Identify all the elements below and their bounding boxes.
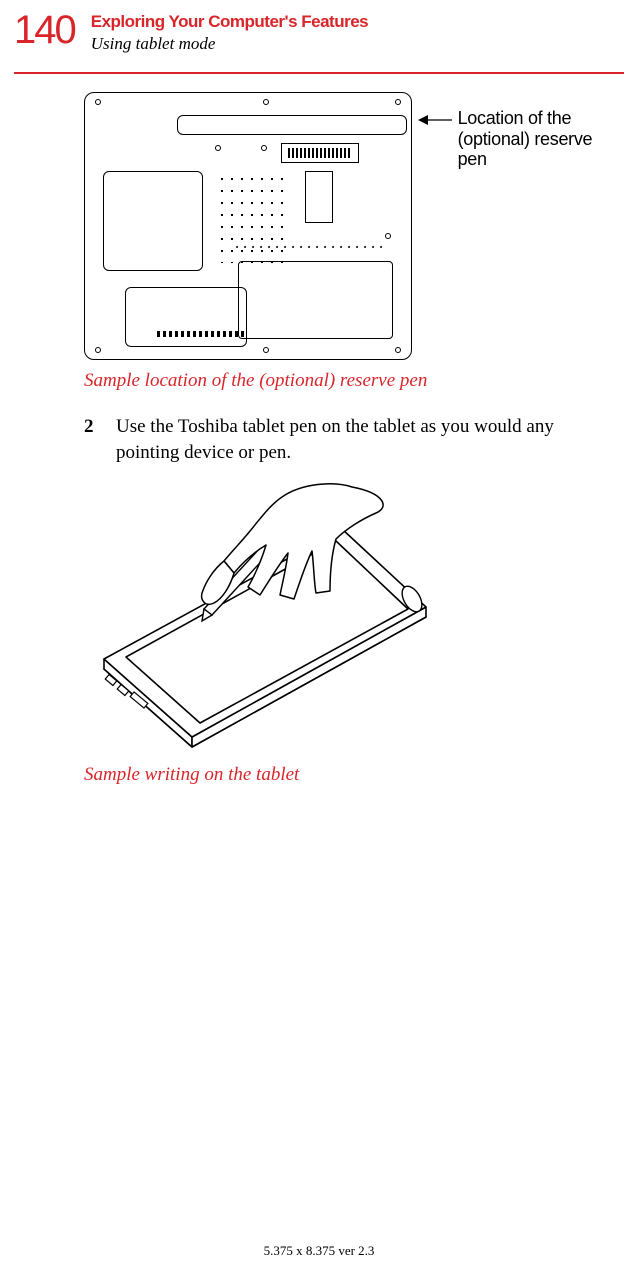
header-text: Exploring Your Computer's Features Using… xyxy=(91,12,368,54)
step-number: 2 xyxy=(84,414,116,465)
diagram-2-caption: Sample writing on the tablet xyxy=(84,764,610,786)
callout-arrow-icon xyxy=(418,112,452,128)
diagram-2-wrap xyxy=(84,479,610,754)
diagram-callout: Location of the (optional) reserve pen xyxy=(458,108,610,170)
header-rule xyxy=(14,72,624,74)
page-footer: 5.375 x 8.375 ver 2.3 xyxy=(0,1243,638,1259)
callout-line-2: (optional) reserve pen xyxy=(458,129,593,170)
page-number: 140 xyxy=(14,8,75,53)
instruction-step: 2 Use the Toshiba tablet pen on the tabl… xyxy=(84,414,610,465)
callout-line-1: Location of the xyxy=(458,108,572,128)
diagram-1-row: Location of the (optional) reserve pen xyxy=(84,92,610,360)
section-title: Using tablet mode xyxy=(91,34,368,54)
diagram-bottom-of-laptop xyxy=(84,92,412,360)
page-header: 140 Exploring Your Computer's Features U… xyxy=(0,0,638,54)
step-text: Use the Toshiba tablet pen on the tablet… xyxy=(116,414,610,465)
diagram-writing-on-tablet xyxy=(84,479,434,749)
page-content: Location of the (optional) reserve pen S… xyxy=(0,92,638,786)
diagram-1-caption: Sample location of the (optional) reserv… xyxy=(84,370,610,392)
chapter-title: Exploring Your Computer's Features xyxy=(91,12,368,32)
